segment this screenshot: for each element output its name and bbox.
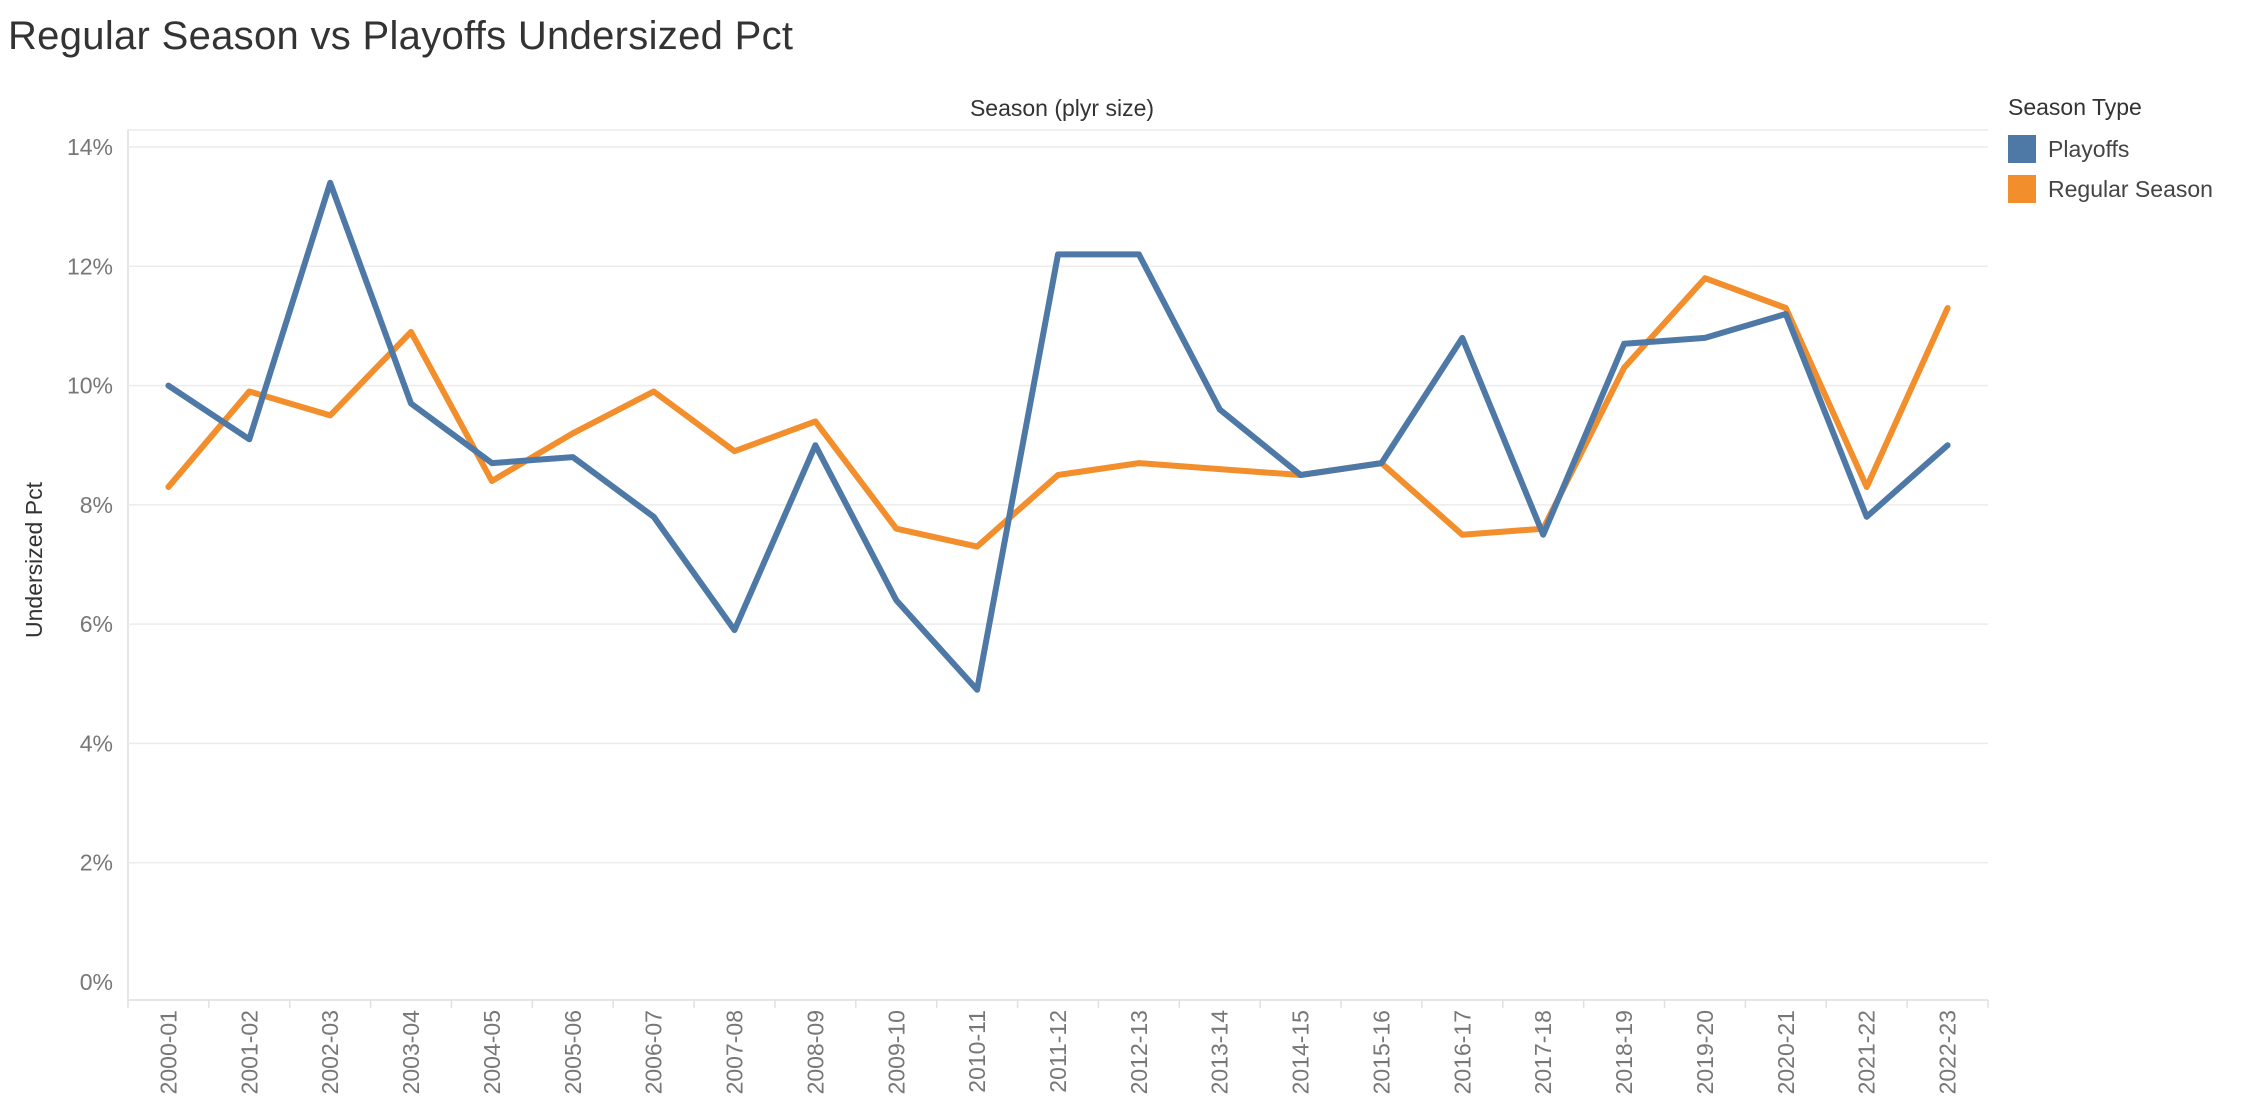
x-tick-label: 2016-17	[1449, 1010, 1475, 1094]
y-tick-label: 10%	[67, 373, 113, 399]
x-tick-label: 2008-09	[802, 1010, 828, 1094]
legend-title: Season Type	[2008, 94, 2142, 120]
x-tick-label: 2003-04	[398, 1010, 424, 1095]
x-tick-label: 2004-05	[479, 1010, 505, 1094]
y-tick-label: 0%	[80, 969, 113, 995]
y-tick-label: 2%	[80, 850, 113, 876]
series-line-playoffs[interactable]	[165, 179, 1951, 693]
y-tick-label: 8%	[80, 492, 113, 518]
x-tick-label: 2001-02	[236, 1010, 262, 1094]
x-tick-label: 2021-22	[1854, 1010, 1880, 1094]
legend-item-regular-season[interactable]: Regular Season	[2008, 169, 2213, 209]
chart-title: Regular Season vs Playoffs Undersized Pc…	[8, 14, 794, 58]
x-tick-label: 2005-06	[560, 1010, 586, 1094]
y-tick-label: 4%	[80, 730, 113, 756]
y-axis-label: Undersized Pct	[21, 481, 47, 638]
legend-item-playoffs[interactable]: Playoffs	[2008, 129, 2213, 169]
x-tick-label: 2006-07	[641, 1010, 667, 1094]
y-axis-ticks: 0% 2% 4% 6% 8% 10% 12% 14%	[67, 134, 113, 995]
legend-swatch-regular-season	[2008, 175, 2036, 203]
x-axis-ticks: 2000-01 2001-02 2002-03 2003-04 2004-05 2005-…	[127, 1000, 1989, 1095]
series-lines	[165, 179, 1951, 693]
y-tick-label: 6%	[80, 611, 113, 637]
x-tick-label: 2018-19	[1611, 1010, 1637, 1094]
x-tick-label: 2017-18	[1530, 1010, 1556, 1094]
x-tick-label: 2000-01	[155, 1010, 181, 1094]
series-line-regular-season[interactable]	[165, 275, 1951, 550]
legend-swatch-playoffs	[2008, 135, 2036, 163]
x-tick-label: 2002-03	[317, 1010, 343, 1094]
x-tick-label: 2013-14	[1207, 1010, 1233, 1095]
x-tick-label: 2020-21	[1773, 1010, 1799, 1094]
x-tick-label: 2010-11	[964, 1010, 990, 1093]
x-tick-label: 2007-08	[722, 1010, 748, 1094]
y-tick-label: 12%	[67, 253, 113, 279]
x-tick-label: 2022-23	[1935, 1010, 1961, 1094]
x-tick-label: 2009-10	[883, 1010, 909, 1094]
x-tick-label: 2019-20	[1692, 1010, 1718, 1094]
legend-label-regular-season: Regular Season	[2048, 175, 2213, 202]
x-tick-label: 2011-12	[1045, 1010, 1071, 1093]
y-tick-label: 14%	[67, 134, 113, 160]
x-tick-label: 2014-15	[1288, 1010, 1314, 1094]
legend-label-playoffs: Playoffs	[2048, 135, 2130, 162]
column-header: Season (plyr size)	[970, 95, 1154, 121]
legend: Season Type Playoffs Regular Season	[2008, 94, 2213, 209]
x-tick-label: 2012-13	[1126, 1010, 1152, 1094]
x-tick-label: 2015-16	[1368, 1010, 1394, 1094]
